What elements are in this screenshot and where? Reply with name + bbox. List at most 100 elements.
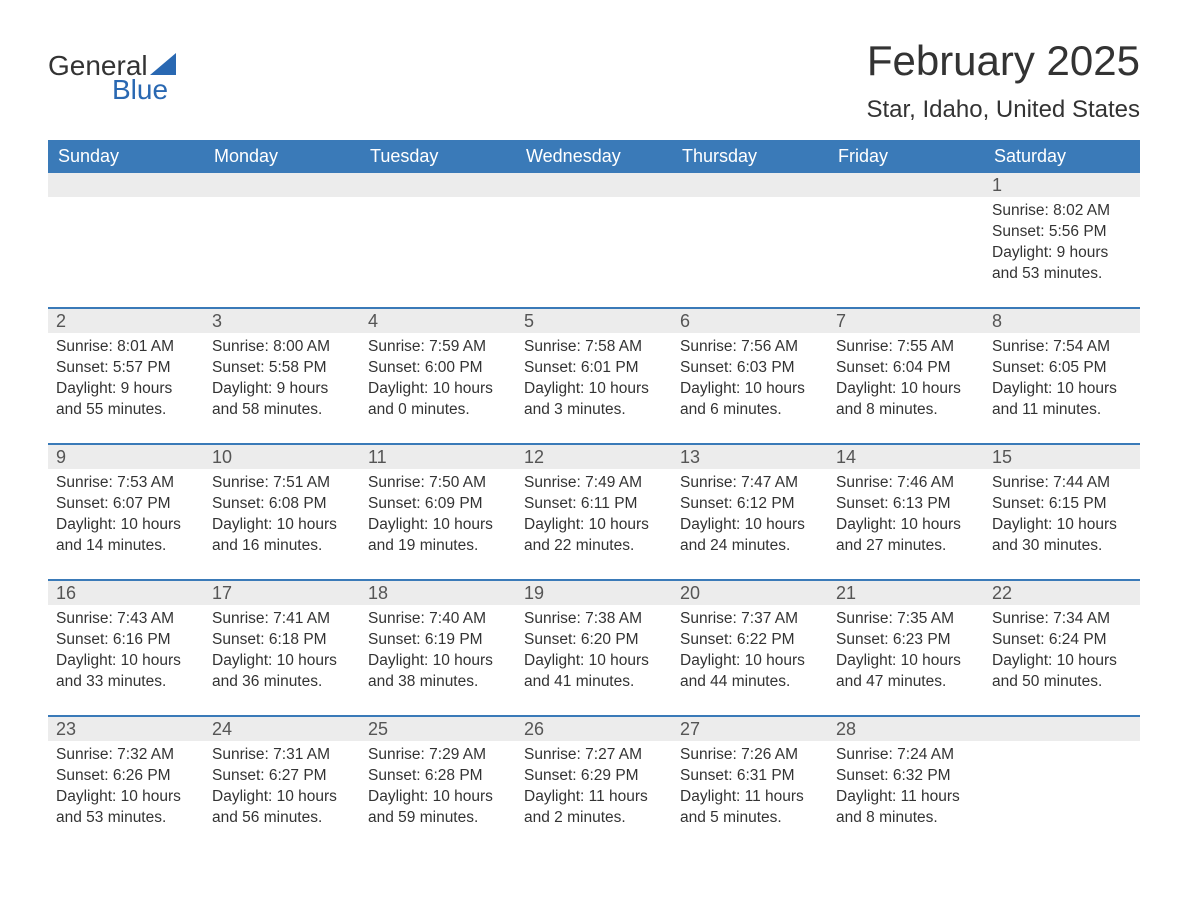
day-num: 15 [984,445,1140,469]
day-cell [984,741,1140,851]
day-cell [672,197,828,307]
day-num: 22 [984,581,1140,605]
day-of-week-header: Sunday Monday Tuesday Wednesday Thursday… [48,140,1140,173]
week-3-nums: 9 10 11 12 13 14 15 [48,445,1140,469]
title-block: February 2025 Star, Idaho, United States [866,40,1140,124]
dow-wednesday: Wednesday [516,140,672,173]
week-4-nums: 16 17 18 19 20 21 22 [48,581,1140,605]
day-cell: Sunrise: 8:01 AM Sunset: 5:57 PM Dayligh… [48,333,204,443]
day-num: 13 [672,445,828,469]
day-num: 16 [48,581,204,605]
day-num: 24 [204,717,360,741]
week-2-nums: 2 3 4 5 6 7 8 [48,309,1140,333]
day-cell: Sunrise: 7:55 AM Sunset: 6:04 PM Dayligh… [828,333,984,443]
day-num: 18 [360,581,516,605]
day-cell: Sunrise: 8:02 AM Sunset: 5:56 PM Dayligh… [984,197,1140,307]
day-num: 4 [360,309,516,333]
day-cell: Sunrise: 8:00 AM Sunset: 5:58 PM Dayligh… [204,333,360,443]
day-cell: Sunrise: 7:27 AM Sunset: 6:29 PM Dayligh… [516,741,672,851]
dow-friday: Friday [828,140,984,173]
day-cell: Sunrise: 7:43 AM Sunset: 6:16 PM Dayligh… [48,605,204,715]
day-num: 12 [516,445,672,469]
day-cell: Sunrise: 7:49 AM Sunset: 6:11 PM Dayligh… [516,469,672,579]
week-3: 9 10 11 12 13 14 15 Sunrise: 7:53 AM Sun… [48,443,1140,579]
day-cell: Sunrise: 7:53 AM Sunset: 6:07 PM Dayligh… [48,469,204,579]
day-cell: Sunrise: 7:34 AM Sunset: 6:24 PM Dayligh… [984,605,1140,715]
logo-text: General Blue [48,52,180,104]
day-num [204,173,360,197]
day-num: 7 [828,309,984,333]
day-cell: Sunrise: 7:50 AM Sunset: 6:09 PM Dayligh… [360,469,516,579]
page-title: February 2025 [866,40,1140,82]
calendar-page: General Blue February 2025 Star, Idaho, … [0,0,1188,918]
day-num: 23 [48,717,204,741]
day-num: 10 [204,445,360,469]
week-4-content: Sunrise: 7:43 AM Sunset: 6:16 PM Dayligh… [48,605,1140,715]
day-num: 21 [828,581,984,605]
day-num: 25 [360,717,516,741]
day-num [984,717,1140,741]
day-cell [828,197,984,307]
week-3-content: Sunrise: 7:53 AM Sunset: 6:07 PM Dayligh… [48,469,1140,579]
week-1: 1 Sunrise: 8:02 AM Sunset: 5:56 PM Dayli… [48,173,1140,307]
day-cell: Sunrise: 7:32 AM Sunset: 6:26 PM Dayligh… [48,741,204,851]
day-cell: Sunrise: 7:38 AM Sunset: 6:20 PM Dayligh… [516,605,672,715]
week-4: 16 17 18 19 20 21 22 Sunrise: 7:43 AM Su… [48,579,1140,715]
day-cell: Sunrise: 7:35 AM Sunset: 6:23 PM Dayligh… [828,605,984,715]
week-2: 2 3 4 5 6 7 8 Sunrise: 8:01 AM Sunset: 5… [48,307,1140,443]
day-num [828,173,984,197]
day-num [516,173,672,197]
day-num: 11 [360,445,516,469]
dow-tuesday: Tuesday [360,140,516,173]
week-5-nums: 23 24 25 26 27 28 [48,717,1140,741]
week-1-content: Sunrise: 8:02 AM Sunset: 5:56 PM Dayligh… [48,197,1140,307]
day-num: 28 [828,717,984,741]
logo-word-2: Blue [112,76,180,104]
day-cell: Sunrise: 7:24 AM Sunset: 6:32 PM Dayligh… [828,741,984,851]
day-cell [48,197,204,307]
week-1-nums: 1 [48,173,1140,197]
day-num: 14 [828,445,984,469]
day-cell: Sunrise: 7:51 AM Sunset: 6:08 PM Dayligh… [204,469,360,579]
day-num: 26 [516,717,672,741]
day-num: 9 [48,445,204,469]
day-cell: Sunrise: 7:41 AM Sunset: 6:18 PM Dayligh… [204,605,360,715]
day-num [672,173,828,197]
day-num: 20 [672,581,828,605]
day-cell: Sunrise: 7:58 AM Sunset: 6:01 PM Dayligh… [516,333,672,443]
dow-saturday: Saturday [984,140,1140,173]
day-cell: Sunrise: 7:46 AM Sunset: 6:13 PM Dayligh… [828,469,984,579]
page-header: General Blue February 2025 Star, Idaho, … [48,40,1140,124]
day-num: 6 [672,309,828,333]
day-cell: Sunrise: 7:44 AM Sunset: 6:15 PM Dayligh… [984,469,1140,579]
day-cell: Sunrise: 7:26 AM Sunset: 6:31 PM Dayligh… [672,741,828,851]
dow-thursday: Thursday [672,140,828,173]
day-num: 17 [204,581,360,605]
day-cell [516,197,672,307]
day-cell: Sunrise: 7:40 AM Sunset: 6:19 PM Dayligh… [360,605,516,715]
day-cell: Sunrise: 7:37 AM Sunset: 6:22 PM Dayligh… [672,605,828,715]
day-cell: Sunrise: 7:31 AM Sunset: 6:27 PM Dayligh… [204,741,360,851]
week-2-content: Sunrise: 8:01 AM Sunset: 5:57 PM Dayligh… [48,333,1140,443]
day-cell: Sunrise: 7:47 AM Sunset: 6:12 PM Dayligh… [672,469,828,579]
page-subtitle: Star, Idaho, United States [866,96,1140,124]
day-num [360,173,516,197]
day-num: 19 [516,581,672,605]
day-num: 2 [48,309,204,333]
dow-monday: Monday [204,140,360,173]
day-num: 1 [984,173,1140,197]
day-num: 5 [516,309,672,333]
day-cell: Sunrise: 7:54 AM Sunset: 6:05 PM Dayligh… [984,333,1140,443]
day-cell [360,197,516,307]
day-num: 3 [204,309,360,333]
week-5: 23 24 25 26 27 28 Sunrise: 7:32 AM Sunse… [48,715,1140,851]
dow-sunday: Sunday [48,140,204,173]
calendar-grid: Sunday Monday Tuesday Wednesday Thursday… [48,140,1140,851]
day-num: 8 [984,309,1140,333]
logo: General Blue [48,52,180,104]
day-cell [204,197,360,307]
week-5-content: Sunrise: 7:32 AM Sunset: 6:26 PM Dayligh… [48,741,1140,851]
day-cell: Sunrise: 7:29 AM Sunset: 6:28 PM Dayligh… [360,741,516,851]
day-num: 27 [672,717,828,741]
day-num [48,173,204,197]
